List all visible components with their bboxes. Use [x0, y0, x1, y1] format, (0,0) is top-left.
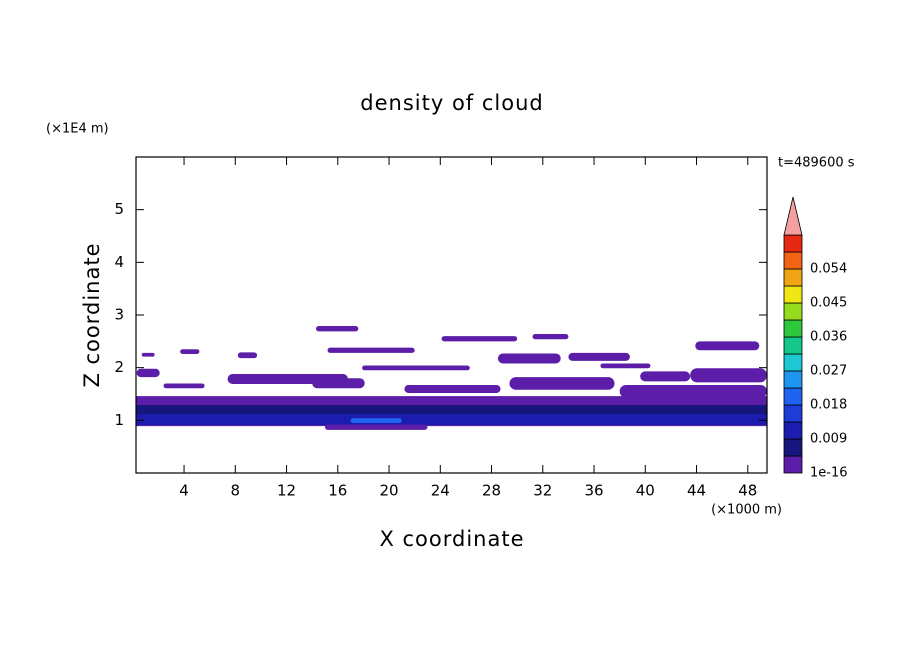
colorbar-box	[783, 234, 803, 253]
colorbar-box	[783, 387, 803, 406]
colorbar-box	[783, 251, 803, 270]
contour-region	[509, 377, 615, 390]
x-tick-label: 8	[231, 482, 241, 500]
contour-region	[324, 424, 428, 430]
x-tick-label: 24	[431, 482, 450, 500]
contour-region	[163, 383, 205, 389]
x-unit: (×1000 m)	[711, 503, 782, 518]
contour-region	[350, 418, 402, 423]
colorbar-box	[783, 319, 803, 338]
colorbar-box	[783, 268, 803, 287]
colorbar-label: 0.036	[810, 330, 847, 345]
colorbar-label: 1e-16	[810, 466, 848, 481]
contour-region	[600, 363, 651, 369]
x-tick-label: 20	[379, 482, 398, 500]
colorbar-box	[783, 370, 803, 389]
contour-region	[404, 385, 501, 393]
colorbar-box	[783, 404, 803, 423]
colorbar-box	[783, 285, 803, 304]
contour-region	[141, 352, 155, 357]
y-tick-label: 3	[114, 306, 124, 324]
contour-region	[690, 368, 767, 383]
y-tick-label: 4	[114, 253, 124, 271]
contour-region	[136, 368, 160, 378]
contour-region	[441, 336, 518, 342]
contour-region	[619, 385, 767, 398]
colorbar-box	[783, 302, 803, 321]
x-tick-label: 32	[533, 482, 552, 500]
colorbar-box	[783, 336, 803, 355]
x-tick-label: 4	[179, 482, 189, 500]
x-tick-label: 36	[584, 482, 603, 500]
x-axis-title: X coordinate	[379, 527, 524, 551]
contour-region	[695, 341, 760, 351]
contour-region	[327, 347, 415, 353]
x-tick-label: 44	[687, 482, 706, 500]
x-tick-label: 28	[482, 482, 501, 500]
y-unit: (×1E4 m)	[46, 122, 109, 137]
time-label: t=489600 s	[778, 156, 855, 171]
chart-title: density of cloud	[360, 91, 543, 115]
colorbar-label: 0.054	[810, 262, 847, 277]
colorbar-box	[783, 421, 803, 440]
x-tick-label: 12	[277, 482, 296, 500]
contour-region	[568, 352, 630, 361]
x-tick-label: 16	[328, 482, 347, 500]
contour-region	[180, 349, 200, 354]
contour-region	[362, 365, 470, 371]
x-tick-label: 48	[738, 482, 757, 500]
contour-region	[532, 333, 569, 340]
colorbar-label: 0.018	[810, 398, 847, 413]
y-tick-label: 5	[114, 200, 124, 218]
y-axis-title: Z coordinate	[80, 242, 104, 387]
colorbar-label: 0.027	[810, 364, 847, 379]
x-tick-label: 40	[636, 482, 655, 500]
contour-region	[136, 414, 767, 426]
colorbar-label: 0.045	[810, 296, 847, 311]
contour-region	[237, 352, 258, 359]
contour-region	[497, 353, 561, 364]
contour-region	[312, 378, 365, 389]
colorbar-extend	[783, 196, 803, 236]
colorbar-box	[783, 353, 803, 372]
y-tick-label: 2	[114, 358, 124, 376]
contour-region	[316, 326, 359, 332]
colorbar-box	[783, 438, 803, 457]
contour-region	[640, 371, 691, 382]
colorbar-label: 0.009	[810, 432, 847, 447]
y-tick-label: 1	[114, 411, 124, 429]
colorbar-box	[783, 455, 803, 474]
